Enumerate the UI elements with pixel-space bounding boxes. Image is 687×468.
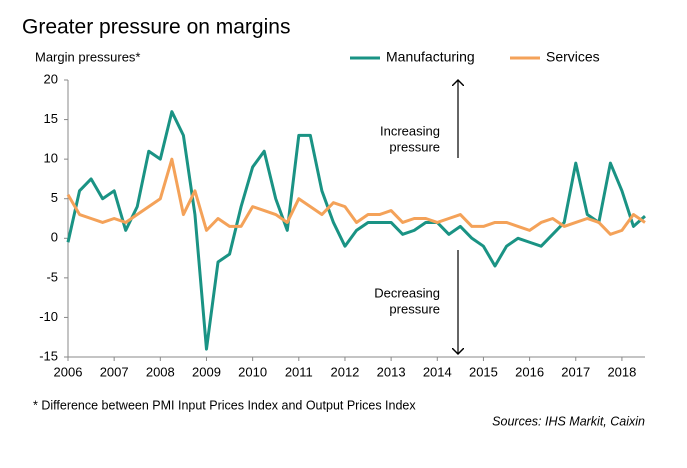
x-tick-label: 2014	[423, 364, 452, 379]
x-tick-label: 2017	[561, 364, 590, 379]
x-tick-label: 2009	[192, 364, 221, 379]
annotation: Increasing	[380, 123, 440, 138]
legend-label: Services	[546, 49, 600, 65]
y-tick-label: 15	[44, 111, 58, 126]
x-tick-label: 2008	[146, 364, 175, 379]
annotation: Decreasing	[374, 285, 440, 300]
legend-label: Manufacturing	[386, 49, 475, 65]
x-tick-label: 2015	[469, 364, 498, 379]
y-tick-label: -15	[39, 348, 58, 363]
x-tick-label: 2013	[377, 364, 406, 379]
footnote: * Difference between PMI Input Prices In…	[33, 398, 416, 412]
x-tick-label: 2018	[607, 364, 636, 379]
x-tick-label: 2007	[100, 364, 129, 379]
y-tick-label: 10	[44, 151, 58, 166]
source: Sources: IHS Markit, Caixin	[492, 414, 645, 428]
y-tick-label: 0	[51, 230, 58, 245]
x-tick-label: 2006	[54, 364, 83, 379]
annotation: pressure	[389, 139, 440, 154]
x-tick-label: 2010	[238, 364, 267, 379]
x-tick-label: 2016	[515, 364, 544, 379]
series-line	[66, 157, 646, 236]
series-line	[66, 110, 646, 351]
x-tick-label: 2011	[285, 364, 313, 379]
y-tick-label: -10	[39, 309, 58, 324]
y-tick-label: 5	[51, 190, 58, 205]
y-tick-label: -5	[46, 269, 58, 284]
x-tick-label: 2012	[330, 364, 359, 379]
y-axis-label: Margin pressures*	[35, 49, 141, 64]
annotation: pressure	[389, 301, 440, 316]
chart-title: Greater pressure on margins	[22, 16, 290, 39]
y-tick-label: 20	[44, 71, 58, 86]
